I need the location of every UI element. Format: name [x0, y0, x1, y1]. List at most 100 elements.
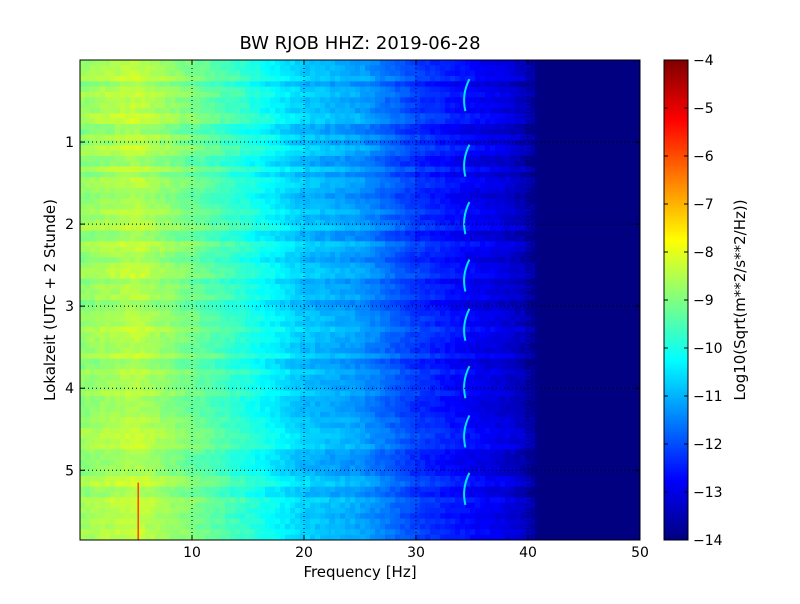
heatmap-cell	[380, 118, 386, 125]
heatmap-cell	[535, 220, 541, 226]
heatmap-cell	[200, 289, 206, 296]
heatmap-cell	[320, 278, 326, 285]
heatmap-cell	[80, 145, 86, 152]
heatmap-cell	[405, 118, 411, 125]
heatmap-cell	[320, 182, 326, 189]
heatmap-cell	[275, 214, 281, 221]
heatmap-cell	[530, 188, 536, 194]
heatmap-cell	[145, 182, 151, 189]
heatmap-cell	[275, 182, 281, 189]
heatmap-cell	[385, 129, 391, 136]
heatmap-cell	[325, 161, 331, 168]
heatmap-cell	[605, 214, 611, 221]
heatmap-cell	[465, 65, 471, 72]
heatmap-cell	[550, 140, 556, 146]
heatmap-cell	[155, 225, 161, 232]
heatmap-cell	[360, 230, 366, 237]
heatmap-cell	[315, 188, 321, 194]
heatmap-cell	[335, 268, 341, 274]
heatmap-cell	[170, 198, 176, 205]
heatmap-cell	[95, 198, 101, 205]
heatmap-cell	[100, 92, 106, 98]
heatmap-cell	[580, 156, 586, 162]
heatmap-cell	[335, 262, 341, 269]
heatmap-cell	[625, 145, 631, 152]
heatmap-row	[80, 76, 640, 82]
heatmap-cell	[430, 161, 436, 168]
heatmap-cell	[245, 156, 251, 162]
heatmap-cell	[265, 289, 271, 296]
heatmap-cell	[230, 278, 236, 285]
heatmap-cell	[555, 166, 561, 173]
heatmap-cell	[370, 108, 376, 114]
heatmap-cell	[215, 252, 221, 258]
heatmap-cell	[380, 81, 386, 88]
heatmap-cell	[320, 289, 326, 296]
heatmap-cell	[305, 204, 311, 210]
heatmap-cell	[80, 182, 86, 189]
heatmap-cell	[305, 262, 311, 269]
heatmap-cell	[130, 65, 136, 72]
heatmap-cell	[175, 246, 181, 253]
heatmap-cell	[325, 273, 331, 280]
heatmap-cell	[290, 246, 296, 253]
heatmap-cell	[635, 257, 640, 264]
heatmap-cell	[615, 198, 621, 205]
heatmap-cell	[310, 65, 316, 72]
heatmap-cell	[275, 193, 281, 200]
heatmap-cell	[445, 124, 451, 130]
heatmap-cell	[360, 273, 366, 280]
heatmap-cell	[550, 145, 556, 152]
heatmap-cell	[145, 70, 151, 77]
heatmap-cell	[280, 166, 286, 173]
heatmap-cell	[610, 209, 616, 216]
heatmap-cell	[110, 86, 116, 93]
heatmap-cell	[150, 182, 156, 189]
heatmap-cell	[405, 161, 411, 168]
heatmap-cell	[350, 161, 356, 168]
heatmap-cell	[250, 204, 256, 210]
heatmap-cell	[200, 70, 206, 77]
heatmap-cell	[285, 182, 291, 189]
heatmap-cell	[285, 273, 291, 280]
heatmap-cell	[365, 182, 371, 189]
heatmap-cells	[80, 60, 640, 540]
heatmap-cell	[455, 118, 461, 125]
heatmap-cell	[305, 257, 311, 264]
heatmap-cell	[545, 268, 551, 274]
heatmap-cell	[505, 124, 511, 130]
heatmap-cell	[265, 198, 271, 205]
heatmap-cell	[320, 97, 326, 104]
heatmap-cell	[605, 124, 611, 130]
heatmap-cell	[285, 102, 291, 109]
heatmap-cell	[325, 145, 331, 152]
heatmap-cell	[320, 172, 326, 178]
heatmap-cell	[475, 241, 481, 248]
heatmap-cell	[620, 113, 626, 120]
heatmap-cell	[260, 252, 266, 258]
heatmap-cell	[250, 252, 256, 258]
heatmap-cell	[530, 113, 536, 120]
heatmap-cell	[575, 134, 581, 141]
heatmap-cell	[515, 177, 521, 184]
heatmap-cell	[90, 172, 96, 178]
heatmap-cell	[190, 262, 196, 269]
heatmap-cell	[285, 108, 291, 114]
heatmap-cell	[545, 60, 551, 66]
heatmap-cell	[225, 188, 231, 194]
heatmap-cell	[495, 140, 501, 146]
heatmap-cell	[240, 268, 246, 274]
heatmap-cell	[150, 134, 156, 141]
heatmap-cell	[500, 65, 506, 72]
heatmap-cell	[250, 209, 256, 216]
heatmap-cell	[475, 60, 481, 66]
heatmap-cell	[80, 198, 86, 205]
heatmap-cell	[465, 182, 471, 189]
heatmap-cell	[275, 150, 281, 157]
heatmap-cell	[495, 278, 501, 285]
heatmap-cell	[500, 241, 506, 248]
heatmap-cell	[445, 70, 451, 77]
heatmap-cell	[235, 70, 241, 77]
heatmap-cell	[505, 172, 511, 178]
heatmap-cell	[350, 262, 356, 269]
